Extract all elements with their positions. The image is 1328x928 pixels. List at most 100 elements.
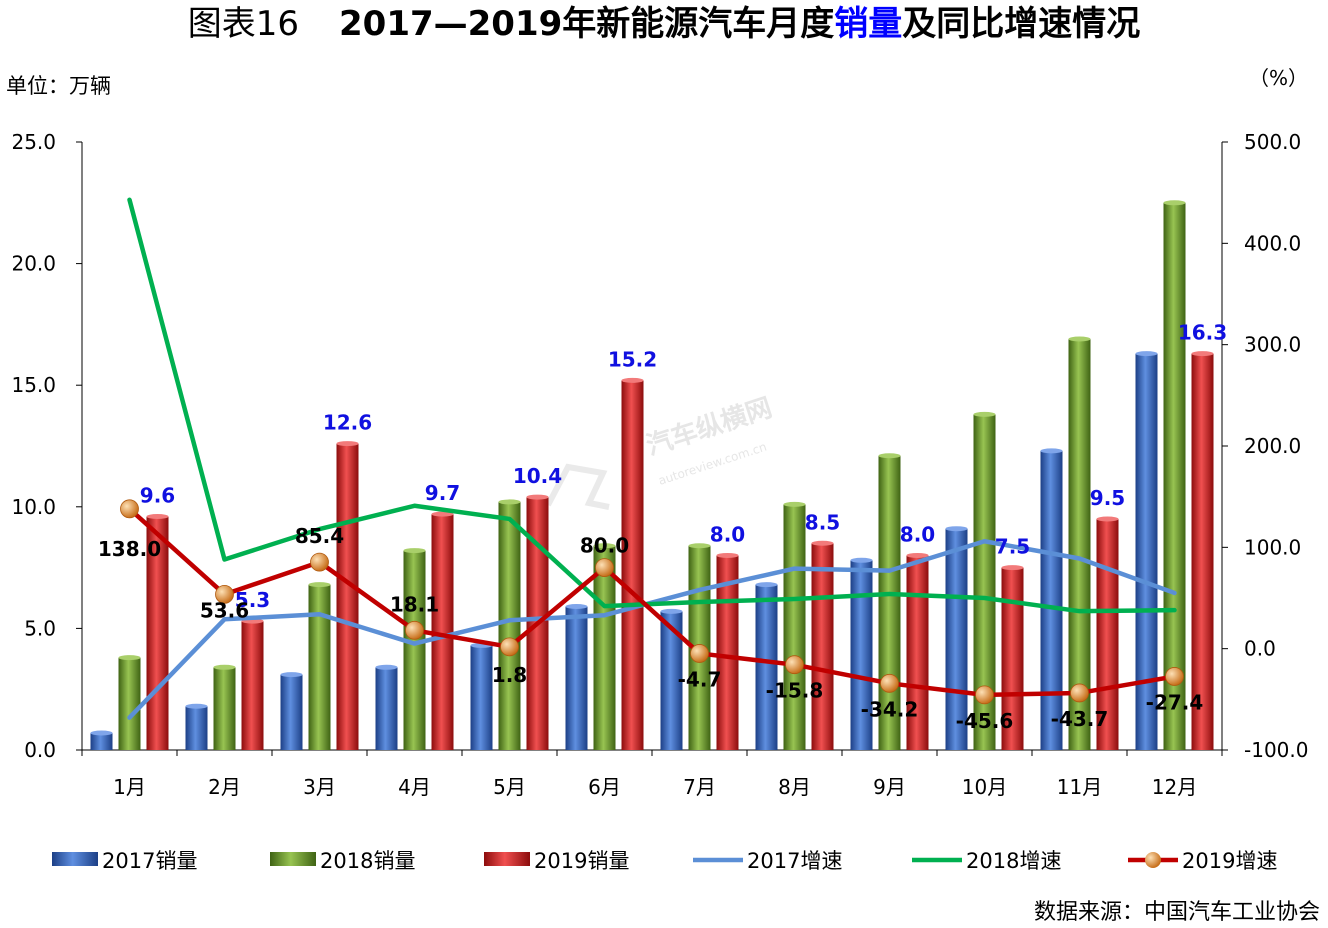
x-tick-label: 5月 <box>493 775 526 799</box>
bar-2018销量 <box>1068 338 1091 750</box>
bar-top-2017销量 <box>375 664 398 670</box>
legend-label: 2017销量 <box>102 849 197 873</box>
bar-top-2019销量 <box>621 377 644 383</box>
x-tick-label: 4月 <box>398 775 431 799</box>
x-tick-label: 12月 <box>1152 775 1197 799</box>
right-tick-label: -100.0 <box>1244 738 1308 762</box>
x-tick-label: 9月 <box>873 775 906 799</box>
bar-value-label: 9.6 <box>140 484 175 508</box>
right-tick-label: 0.0 <box>1244 637 1276 661</box>
title-prefix: 2017—2019年新能源汽车月度 <box>339 4 835 44</box>
growth-value-label: -34.2 <box>861 697 919 721</box>
bar-top-2018销量 <box>973 411 996 417</box>
bar-2019销量 <box>241 621 264 750</box>
x-tick-label: 11月 <box>1057 775 1102 799</box>
bar-value-label: 12.6 <box>323 411 372 435</box>
bar-top-2017销量 <box>1040 448 1063 454</box>
right-tick-label: 100.0 <box>1244 535 1301 559</box>
right-tick-label: 300.0 <box>1244 333 1301 357</box>
x-tick-label: 8月 <box>778 775 811 799</box>
line-2019增速 <box>127 506 1177 698</box>
bar-value-label: 8.0 <box>710 522 745 546</box>
marker-2019增速 <box>690 644 709 663</box>
bar-2017销量 <box>565 606 588 750</box>
legend-label: 2019增速 <box>1182 849 1277 873</box>
bar-top-2017销量 <box>185 703 208 709</box>
bar-top-2019销量 <box>811 540 834 546</box>
growth-value-label: 80.0 <box>580 534 629 558</box>
bar-value-label: 15.2 <box>608 347 657 371</box>
left-tick-label: 15.0 <box>11 373 56 397</box>
title-suffix: 及同比增速情况 <box>902 4 1141 44</box>
bar-2018销量 <box>593 545 616 750</box>
bar-2018销量 <box>498 501 521 750</box>
growth-value-label: 53.6 <box>200 598 249 622</box>
figure-label: 图表16 <box>187 4 299 44</box>
bar-top-2018销量 <box>118 655 141 661</box>
bar-2019销量 <box>431 514 454 750</box>
lines <box>120 197 1184 720</box>
growth-value-label: 18.1 <box>390 592 439 616</box>
bar-2017销量 <box>945 528 968 750</box>
growth-value-label: -15.8 <box>766 679 824 703</box>
bar-top-2018销量 <box>213 664 236 670</box>
bar-2019销量 <box>716 555 739 750</box>
axes: 0.0 5.0 10.0 15.0 20.0 25.0 -100.0 0.0 100.0 200.… <box>11 130 1308 799</box>
bar-2019销量 <box>1191 353 1214 750</box>
bar-top-2017销量 <box>850 557 873 563</box>
left-tick-label: 20.0 <box>11 252 56 276</box>
bar-top-2018销量 <box>308 582 331 588</box>
bar-2019销量 <box>1096 518 1119 750</box>
bar-top-2019销量 <box>906 552 929 558</box>
growth-value-label: -4.7 <box>678 667 722 691</box>
right-tick-label: 500.0 <box>1244 130 1301 154</box>
legend-label: 2019销量 <box>534 849 629 873</box>
legend-label: 2017增速 <box>747 849 842 873</box>
left-tick-label: 10.0 <box>11 495 56 519</box>
marker-2019增速 <box>405 620 424 640</box>
bar-top-2017销量 <box>945 526 968 532</box>
bar-top-2017销量 <box>660 608 683 614</box>
bar-2017销量 <box>850 560 873 750</box>
bar-top-2018销量 <box>1068 336 1091 342</box>
bar-top-2017销量 <box>90 730 113 736</box>
marker-2019增速 <box>310 552 329 572</box>
bar-top-2019销量 <box>1096 516 1119 522</box>
bar-top-2017销量 <box>565 604 588 610</box>
marker-2019增速 <box>500 637 519 657</box>
bar-value-label: 9.7 <box>425 481 460 505</box>
bar-2018销量 <box>1163 202 1186 751</box>
bar-top-2019销量 <box>146 514 169 520</box>
growth-value-label: 138.0 <box>98 537 161 561</box>
legend-swatch-2019销量 <box>484 852 530 866</box>
title-highlight: 销量 <box>834 4 903 44</box>
bar-top-2019销量 <box>1001 565 1024 571</box>
bar-2017销量 <box>280 674 303 750</box>
data-source: 数据来源：中国汽车工业协会 <box>1033 900 1320 925</box>
bar-2019销量 <box>906 555 929 750</box>
bars <box>90 200 1214 751</box>
bar-2017销量 <box>755 584 778 750</box>
growth-value-label: 1.8 <box>492 663 527 687</box>
right-tick-label: 400.0 <box>1244 231 1301 255</box>
line-2018增速 <box>127 197 1177 614</box>
bar-2018销量 <box>118 657 141 750</box>
data-labels: 9.6 5.3 12.6 9.7 10.4 15.2 8.0 8.5 8.0 7.5 9.5 16.3… <box>98 321 1227 733</box>
bar-value-label: 8.0 <box>900 522 935 546</box>
bar-top-2018销量 <box>403 548 426 554</box>
bar-top-2018销量 <box>498 499 521 505</box>
bar-top-2019销量 <box>716 552 739 558</box>
bar-2019销量 <box>1001 567 1024 750</box>
bar-top-2018销量 <box>688 543 711 549</box>
left-tick-label: 0.0 <box>24 738 56 762</box>
bar-top-2018销量 <box>783 501 806 507</box>
marker-2019增速 <box>785 655 804 675</box>
bar-top-2019销量 <box>1191 351 1214 357</box>
bar-2019销量 <box>811 543 834 750</box>
bar-value-label: 8.5 <box>805 510 840 534</box>
bar-2019销量 <box>336 443 359 750</box>
legend: 2017销量 2018销量 2019销量 2017增速 2018增速 2019增速 <box>52 849 1277 873</box>
bar-2017销量 <box>185 706 208 750</box>
bar-2018销量 <box>308 584 331 750</box>
x-tick-label: 3月 <box>303 775 336 799</box>
